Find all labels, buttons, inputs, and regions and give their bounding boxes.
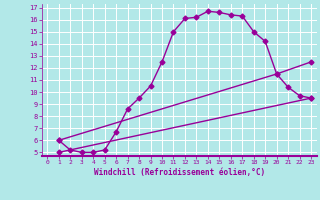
X-axis label: Windchill (Refroidissement éolien,°C): Windchill (Refroidissement éolien,°C): [94, 168, 265, 177]
